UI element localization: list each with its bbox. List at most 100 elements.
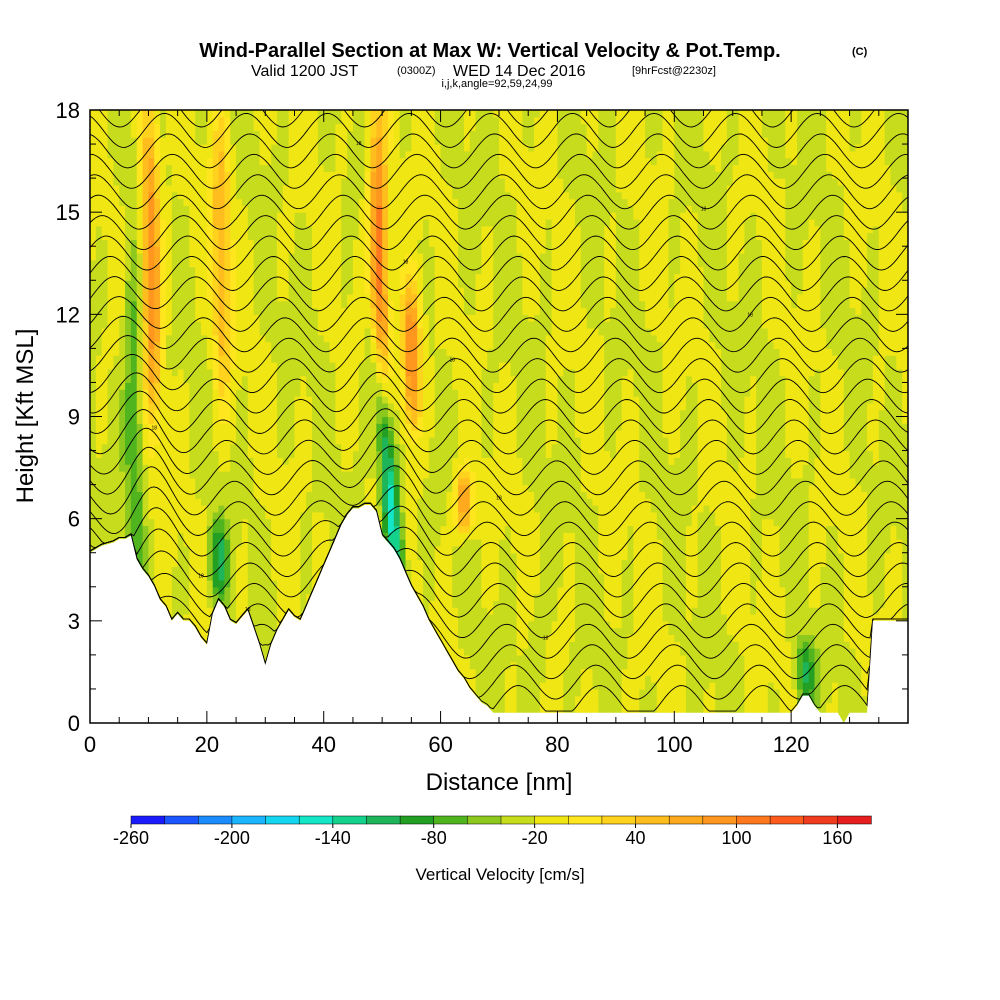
field-cell xyxy=(130,518,138,527)
field-cell xyxy=(347,164,354,172)
field-cell xyxy=(265,552,272,561)
field-cell xyxy=(393,539,401,547)
field-cell xyxy=(95,293,103,302)
field-cell xyxy=(236,539,243,547)
field-cell xyxy=(183,253,190,261)
field-cell xyxy=(282,287,290,295)
field-cell xyxy=(160,137,167,145)
field-cell xyxy=(282,123,290,132)
field-cell xyxy=(341,280,348,288)
field-cell xyxy=(125,157,132,166)
field-cell xyxy=(352,484,360,493)
field-cell xyxy=(119,505,126,513)
field-cell xyxy=(218,239,225,247)
field-cell xyxy=(101,321,109,329)
field-cell xyxy=(154,368,161,377)
field-cell xyxy=(259,171,266,179)
field-cell xyxy=(206,232,214,241)
field-cell xyxy=(165,457,173,465)
field-cell xyxy=(101,218,109,227)
field-cell xyxy=(352,348,360,356)
field-cell xyxy=(382,436,389,445)
field-cell xyxy=(189,362,196,370)
field-cell xyxy=(201,498,208,506)
field-cell xyxy=(288,559,296,567)
field-cell xyxy=(352,266,360,275)
field-cell xyxy=(241,573,249,581)
field-cell xyxy=(382,198,389,206)
field-cell xyxy=(101,450,109,458)
field-cell xyxy=(265,450,272,458)
field-cell xyxy=(125,280,132,288)
field-cell xyxy=(253,586,261,595)
field-cell xyxy=(142,355,150,363)
field-cell xyxy=(265,545,272,554)
field-cell xyxy=(399,491,407,499)
field-cell xyxy=(201,130,208,138)
field-cell xyxy=(241,232,249,241)
field-cell xyxy=(405,573,412,581)
field-cell xyxy=(294,191,301,200)
field-cell xyxy=(393,266,401,275)
field-cell xyxy=(171,443,179,452)
field-cell xyxy=(247,184,255,193)
field-cell xyxy=(183,402,190,411)
field-cell xyxy=(253,287,261,295)
field-cell xyxy=(329,212,336,220)
field-cell xyxy=(358,450,366,458)
field-cell xyxy=(376,212,383,220)
field-cell xyxy=(276,457,284,465)
field-cell xyxy=(201,634,208,642)
field-cell xyxy=(177,396,185,404)
field-cell xyxy=(241,498,249,506)
field-cell xyxy=(130,225,138,234)
field-cell xyxy=(329,525,336,533)
field-cell xyxy=(201,239,208,247)
field-cell xyxy=(142,130,150,138)
field-cell xyxy=(387,314,395,322)
field-cell xyxy=(113,280,120,288)
field-cell xyxy=(271,430,278,438)
field-cell xyxy=(136,423,144,431)
field-cell xyxy=(165,232,173,241)
field-cell xyxy=(113,225,120,234)
field-cell xyxy=(148,307,155,315)
field-cell xyxy=(95,409,103,418)
field-cell xyxy=(329,334,336,343)
field-cell xyxy=(230,573,237,581)
field-cell xyxy=(352,144,360,152)
field-cell xyxy=(183,191,190,200)
field-cell xyxy=(329,110,336,118)
field-cell xyxy=(230,198,237,206)
field-cell xyxy=(300,600,307,608)
field-cell xyxy=(224,539,231,547)
field-cell xyxy=(236,334,243,343)
field-cell xyxy=(306,396,313,404)
field-cell xyxy=(370,253,377,261)
field-cell xyxy=(90,246,97,254)
field-cell xyxy=(113,430,120,438)
field-cell xyxy=(189,293,196,302)
field-cell xyxy=(329,205,336,213)
field-cell xyxy=(195,212,202,220)
field-cell xyxy=(282,157,290,166)
field-cell xyxy=(288,491,296,499)
field-cell xyxy=(347,130,354,138)
field-cell xyxy=(101,532,109,540)
field-cell xyxy=(101,341,109,349)
field-cell xyxy=(358,321,366,329)
field-cell xyxy=(160,280,167,288)
field-cell xyxy=(399,362,407,370)
field-cell xyxy=(317,525,325,533)
field-cell xyxy=(177,246,185,254)
field-cell xyxy=(189,355,196,363)
field-cell xyxy=(90,130,97,138)
field-cell xyxy=(399,300,407,309)
field-cell xyxy=(358,409,366,418)
field-cell xyxy=(306,307,313,315)
field-cell xyxy=(312,450,319,458)
field-cell xyxy=(189,450,196,458)
field-cell xyxy=(265,409,272,418)
field-cell xyxy=(212,327,220,336)
field-cell xyxy=(113,300,120,309)
